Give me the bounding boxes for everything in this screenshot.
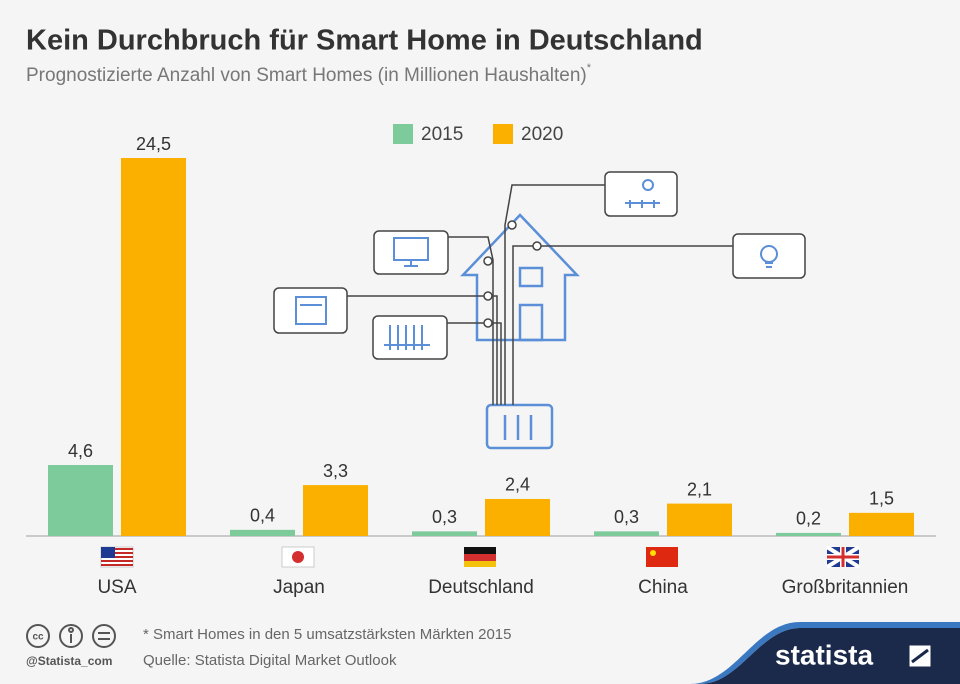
connector-lines [347, 184, 733, 405]
x-tick-label: Japan [273, 577, 325, 598]
value-label: 0,2 [796, 509, 821, 529]
bar [594, 531, 659, 536]
x-tick-label: Deutschland [428, 577, 534, 598]
brand-mark [906, 642, 934, 670]
device-icons [295, 179, 778, 350]
subtitle-note: * [587, 62, 592, 74]
bar [485, 498, 550, 536]
brand-band [700, 628, 960, 684]
bar [667, 503, 732, 536]
device-boxes [273, 171, 806, 360]
cc-icon-text: cc [32, 632, 44, 643]
legend-label: 2020 [521, 124, 563, 145]
legend-label: 2015 [421, 124, 463, 145]
x-tick-label: China [638, 577, 688, 598]
value-label: 1,5 [869, 489, 894, 509]
brand-logo: statista [775, 639, 873, 670]
value-label: 4,6 [68, 441, 93, 461]
bar [849, 512, 914, 536]
footnote: * Smart Homes in den 5 umsatzstärksten M… [143, 626, 512, 643]
value-label: 2,4 [505, 475, 530, 495]
bar [121, 158, 186, 536]
flag-germany [464, 547, 496, 567]
house-illustration [460, 213, 580, 450]
value-label: 0,4 [250, 506, 275, 526]
flag-china [646, 547, 678, 567]
flag-uk [825, 545, 861, 569]
value-label: 3,3 [323, 461, 348, 481]
x-tick-label: USA [97, 577, 136, 598]
bar [776, 532, 841, 536]
value-label: 0,3 [432, 507, 457, 527]
handle: @Statista_com [26, 654, 112, 668]
license-icons [26, 624, 116, 648]
value-label: 2,1 [687, 479, 712, 499]
chart-title: Kein Durchbruch für Smart Home in Deutsc… [26, 25, 703, 57]
value-label: 24,5 [136, 134, 171, 154]
bar [48, 465, 113, 536]
bar [230, 529, 295, 536]
brand-band-accent [690, 622, 960, 684]
source: Quelle: Statista Digital Market Outlook [143, 652, 397, 669]
legend-swatch [493, 124, 513, 144]
flags [100, 545, 861, 569]
bar [303, 485, 368, 536]
chart-subtitle: Prognostizierte Anzahl von Smart Homes (… [26, 62, 592, 86]
bar [412, 531, 477, 536]
flag-japan [281, 546, 315, 568]
flag-usa [100, 546, 134, 568]
x-tick-label: Großbritannien [782, 577, 909, 598]
subtitle-text: Prognostizierte Anzahl von Smart Homes (… [26, 65, 587, 86]
legend-swatch [393, 124, 413, 144]
value-label: 0,3 [614, 507, 639, 527]
